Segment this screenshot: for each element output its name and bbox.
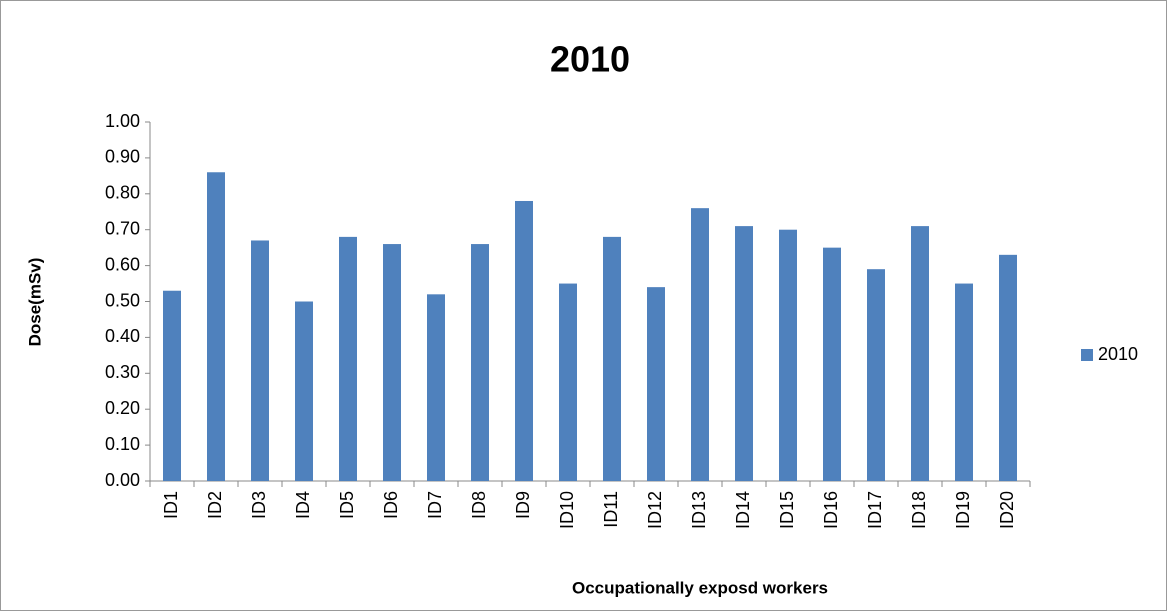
legend-label: 2010 <box>1098 344 1138 364</box>
bar <box>999 254 1017 481</box>
bar <box>427 294 445 481</box>
y-tick-label: 0.20 <box>105 398 140 418</box>
x-tick-label: ID1 <box>161 491 181 519</box>
x-tick-label: ID7 <box>425 491 445 519</box>
x-tick-label: ID20 <box>997 491 1017 529</box>
y-tick-label: 0.00 <box>105 470 140 490</box>
y-tick-label: 0.50 <box>105 290 140 310</box>
x-tick-label: ID11 <box>601 491 621 528</box>
x-tick-label: ID2 <box>205 491 225 519</box>
y-tick-label: 0.40 <box>105 326 140 346</box>
bar <box>955 283 973 481</box>
x-tick-label: ID19 <box>953 491 973 529</box>
x-tick-label: ID6 <box>381 491 401 519</box>
bar <box>779 229 797 481</box>
bar <box>823 247 841 481</box>
bar <box>251 240 269 481</box>
y-tick-label: 0.80 <box>105 183 140 203</box>
bar <box>735 226 753 481</box>
bar <box>383 244 401 481</box>
y-tick-label: 0.70 <box>105 218 140 238</box>
y-tick-label: 0.10 <box>105 434 140 454</box>
x-tick-label: ID4 <box>293 491 313 519</box>
x-tick-label: ID9 <box>513 491 533 519</box>
bar <box>603 236 621 481</box>
y-tick-label: 0.90 <box>105 147 140 167</box>
chart-title: 2010 <box>550 39 630 80</box>
bar <box>471 244 489 481</box>
bar <box>295 301 313 481</box>
x-tick-label: ID12 <box>645 491 665 529</box>
x-tick-label: ID16 <box>821 491 841 529</box>
bar <box>867 269 885 481</box>
x-tick-label: ID13 <box>689 491 709 529</box>
y-tick-label: 1.00 <box>105 111 140 131</box>
y-axis-title: Dose(mSv) <box>25 258 44 347</box>
bar <box>163 290 181 481</box>
bar <box>559 283 577 481</box>
bar <box>691 208 709 481</box>
x-tick-label: ID18 <box>909 491 929 529</box>
bar <box>647 287 665 481</box>
x-tick-label: ID14 <box>733 491 753 529</box>
bar <box>911 226 929 481</box>
bar <box>207 172 225 481</box>
bar <box>339 236 357 481</box>
bar <box>515 200 533 482</box>
x-tick-label: ID3 <box>249 491 269 519</box>
y-tick-label: 0.60 <box>105 254 140 274</box>
legend-swatch <box>1081 349 1093 361</box>
x-tick-label: ID15 <box>777 491 797 529</box>
x-tick-label: ID5 <box>337 491 357 519</box>
x-tick-label: ID8 <box>469 491 489 519</box>
y-tick-label: 0.30 <box>105 362 140 382</box>
x-tick-label: ID17 <box>865 491 885 529</box>
x-axis-title: Occupationally exposd workers <box>572 578 828 597</box>
x-tick-label: ID10 <box>557 491 577 529</box>
